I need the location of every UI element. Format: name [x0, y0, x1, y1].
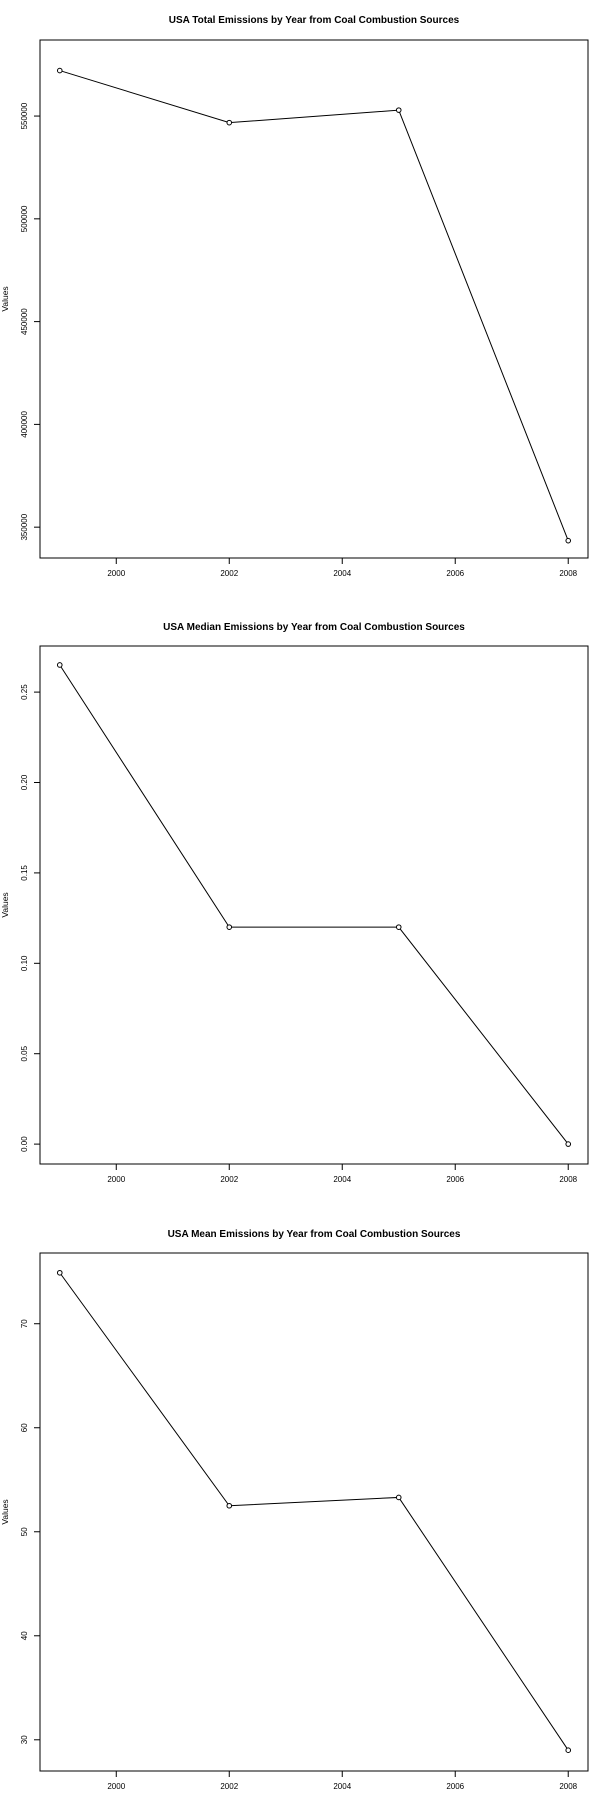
y-tick-label: 0.05: [20, 1045, 29, 1061]
y-tick-label: 30: [20, 1735, 29, 1744]
chart-panel-3: USA Mean Emissions by Year from Coal Com…: [0, 1229, 589, 1791]
x-tick-label: 2008: [559, 1175, 577, 1184]
x-tick-label: 2000: [107, 1782, 125, 1791]
x-tick-label: 2002: [220, 1175, 238, 1184]
y-tick-label: 0.15: [20, 865, 29, 881]
y-tick-label: 500000: [20, 205, 29, 232]
y-tick-label: 0.20: [20, 774, 29, 790]
y-axis-label: Values: [0, 1499, 10, 1524]
x-tick-label: 2008: [559, 1782, 577, 1791]
data-point: [56, 1269, 63, 1276]
y-axis-label: Values: [0, 892, 10, 917]
y-tick-label: 550000: [20, 102, 29, 129]
x-tick-label: 2002: [220, 1782, 238, 1791]
plot-frame: [39, 39, 589, 559]
x-tick-label: 2004: [333, 569, 351, 578]
x-tick-label: 2006: [446, 1175, 464, 1184]
x-tick-label: 2006: [446, 1782, 464, 1791]
chart-panel-2: USA Median Emissions by Year from Coal C…: [0, 622, 589, 1184]
data-point: [395, 924, 402, 930]
data-point: [56, 67, 63, 74]
data-point: [395, 107, 402, 113]
plot-frame: [39, 1252, 589, 1772]
data-point: [226, 119, 233, 126]
series-line: [59, 664, 569, 1145]
x-tick-label: 2006: [446, 569, 464, 578]
y-tick-label: 50: [20, 1527, 29, 1536]
y-axis-label: Values: [0, 286, 10, 311]
chart-title: USA Total Emissions by Year from Coal Co…: [169, 15, 460, 26]
chart-title: USA Mean Emissions by Year from Coal Com…: [168, 1229, 461, 1240]
x-tick-label: 2000: [107, 1175, 125, 1184]
data-point: [56, 662, 63, 668]
y-tick-label: 70: [20, 1319, 29, 1328]
plot-frame: [39, 645, 589, 1165]
series-line: [59, 70, 569, 541]
data-point: [565, 1141, 572, 1147]
x-tick-label: 2004: [333, 1782, 351, 1791]
y-tick-label: 0.00: [20, 1136, 29, 1152]
chart-title: USA Median Emissions by Year from Coal C…: [163, 622, 465, 633]
y-tick-label: 350000: [20, 513, 29, 540]
x-tick-label: 2000: [107, 569, 125, 578]
data-point: [565, 537, 572, 544]
chart-panel-1: USA Total Emissions by Year from Coal Co…: [0, 15, 589, 578]
y-tick-label: 0.10: [20, 955, 29, 971]
data-point: [226, 1502, 233, 1509]
y-tick-label: 400000: [20, 410, 29, 437]
data-point: [565, 1747, 572, 1753]
x-tick-label: 2004: [333, 1175, 351, 1184]
data-point: [395, 1494, 402, 1501]
y-tick-label: 60: [20, 1423, 29, 1432]
x-tick-label: 2008: [559, 569, 577, 578]
series-line: [59, 1272, 569, 1751]
data-point: [226, 924, 233, 930]
y-tick-label: 0.25: [20, 684, 29, 700]
y-tick-label: 40: [20, 1631, 29, 1640]
x-tick-label: 2002: [220, 569, 238, 578]
y-tick-label: 450000: [20, 308, 29, 335]
